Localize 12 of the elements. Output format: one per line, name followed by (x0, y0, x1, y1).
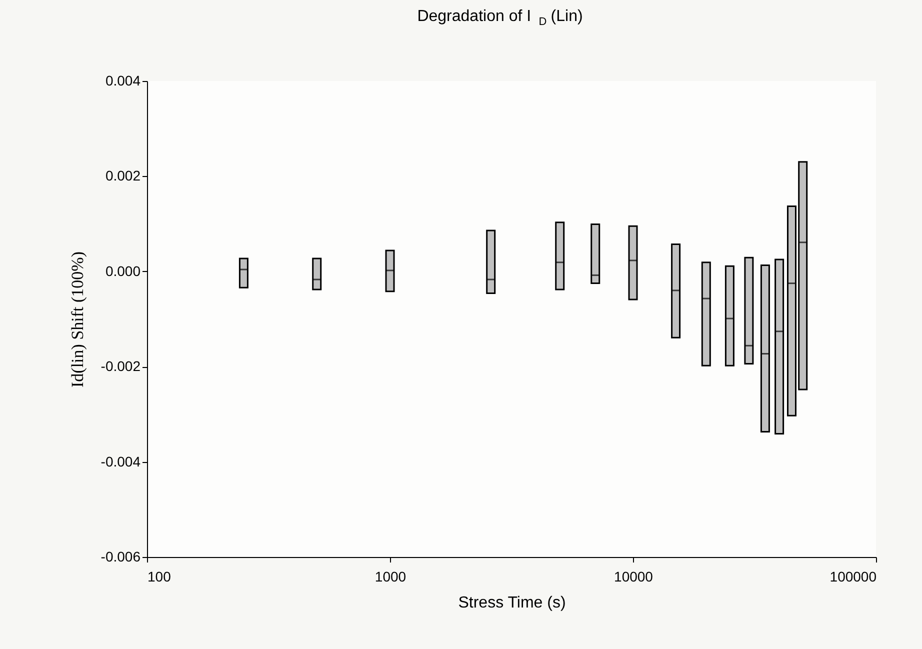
y-tick-label: -0.004 (100, 453, 141, 470)
x-axis-title: Stress Time (s) (458, 594, 566, 612)
y-tick-label: 0.002 (105, 168, 141, 184)
x-tick-label: 10000 (614, 568, 654, 584)
y-tick-label: 0.000 (105, 262, 141, 279)
y-tick-label: 0.004 (105, 72, 141, 88)
y-tick-label: -0.006 (100, 548, 141, 564)
x-tick-label: 1000 (374, 568, 406, 584)
x-tick-label: 100 (148, 568, 172, 584)
y-axis-title: Id(lin) Shift (100%) (68, 252, 87, 388)
x-tick-label: 100000 (830, 568, 877, 584)
y-tick-label: -0.002 (100, 358, 141, 374)
